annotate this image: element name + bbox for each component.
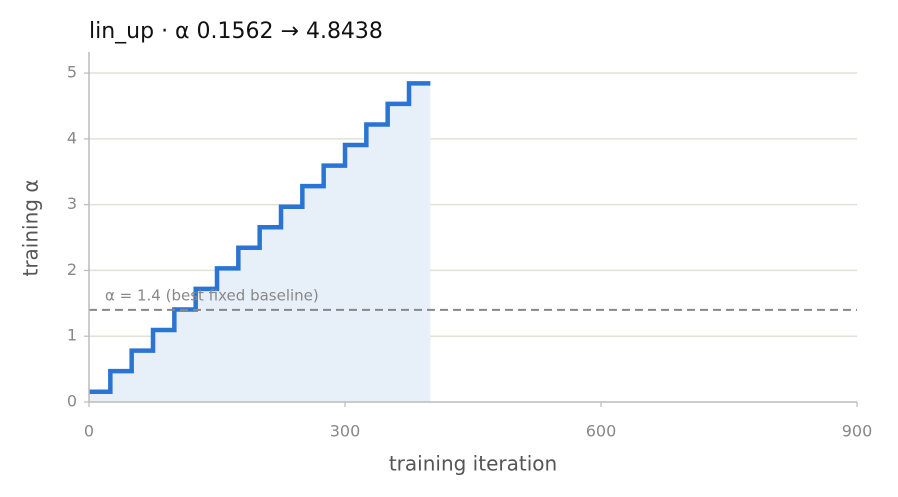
y-tick-label: 4 <box>67 128 77 147</box>
y-tick-label: 5 <box>67 63 77 82</box>
y-tick-label: 3 <box>67 194 77 213</box>
y-tick-label: 0 <box>67 392 77 411</box>
chart-title: lin_up · α 0.1562 → 4.8438 <box>89 19 383 44</box>
y-tick-label: 1 <box>67 326 77 345</box>
x-tick-label: 600 <box>586 422 617 441</box>
x-tick-label: 300 <box>330 422 361 441</box>
baseline-label: α = 1.4 (best fixed baseline) <box>105 286 319 304</box>
x-axis-label: training iteration <box>389 452 557 476</box>
x-tick-label: 0 <box>84 422 94 441</box>
y-axis-label: training α <box>19 179 43 276</box>
y-tick-label: 2 <box>67 260 77 279</box>
step-line <box>89 81 431 394</box>
x-tick-label: 900 <box>842 422 873 441</box>
